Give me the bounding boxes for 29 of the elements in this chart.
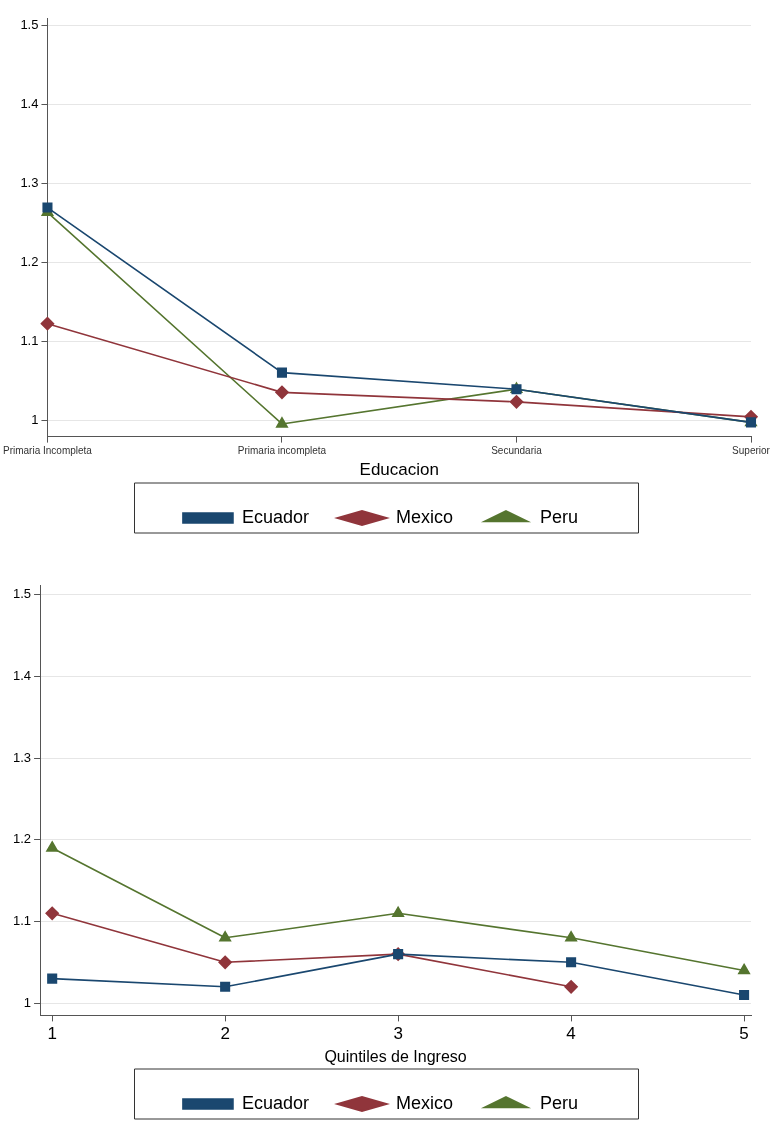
legend-label: Mexico	[396, 506, 454, 527]
y-tick-label: 1.3	[12, 749, 32, 765]
x-tick-label: 3	[393, 1024, 403, 1044]
legend-label: Ecuador	[241, 506, 310, 527]
x-tick-label: Primaria incompleta	[237, 445, 327, 457]
x-axis-title: Quintiles de Ingreso	[324, 1047, 467, 1065]
x-tick-label: Secundaria	[491, 445, 543, 457]
y-tick-label: 1	[31, 412, 39, 428]
y-tick-label: 1.3	[20, 175, 39, 191]
y-tick-label: 1.1	[20, 333, 39, 349]
y-tick-label: 1	[23, 994, 32, 1010]
legend-label: Ecuador	[241, 1092, 310, 1113]
y-tick-label: 1.4	[12, 668, 32, 684]
y-tick-label: 1.1	[12, 913, 32, 929]
x-tick-label: 2	[220, 1024, 230, 1044]
x-tick-label: 5	[739, 1024, 749, 1044]
y-tick-label: 1.5	[12, 586, 32, 602]
y-tick-label: 1.2	[20, 254, 39, 270]
x-axis-title: Educacion	[359, 460, 439, 480]
y-tick-label: 1.5	[20, 17, 39, 33]
x-tick-label: 1	[47, 1024, 57, 1044]
legend-label: Peru	[540, 1092, 579, 1113]
legend-label: Peru	[540, 506, 579, 527]
x-tick-label: Primaria Incompleta	[3, 445, 93, 457]
x-tick-label: Superior	[732, 445, 771, 457]
y-tick-label: 1.4	[20, 96, 39, 112]
y-tick-label: 1.2	[12, 831, 32, 847]
legend-label: Mexico	[396, 1092, 454, 1113]
x-tick-label: 4	[566, 1024, 576, 1044]
